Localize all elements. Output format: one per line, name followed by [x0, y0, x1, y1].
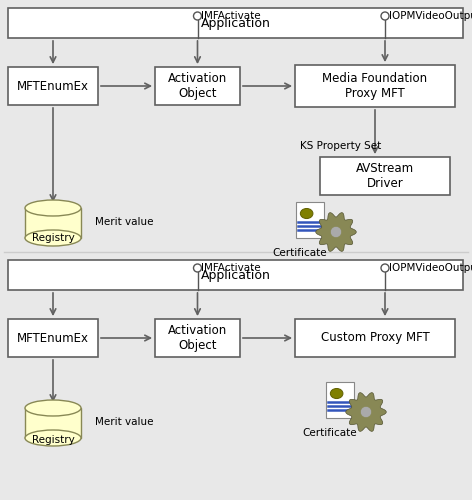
Bar — [155, 319, 240, 357]
Bar — [8, 260, 463, 290]
Text: Activation
Object: Activation Object — [168, 324, 227, 352]
Ellipse shape — [25, 430, 81, 446]
Bar — [8, 319, 98, 357]
Text: Registry: Registry — [32, 233, 75, 243]
Text: Merit value: Merit value — [95, 217, 153, 227]
Text: IOPMVideoOutput: IOPMVideoOutput — [389, 263, 472, 273]
Text: Certificate: Certificate — [303, 428, 357, 438]
Ellipse shape — [25, 200, 81, 216]
Ellipse shape — [194, 264, 202, 272]
Text: MFTEnumEx: MFTEnumEx — [17, 332, 89, 344]
Ellipse shape — [300, 208, 313, 218]
Text: Custom Proxy MFT: Custom Proxy MFT — [320, 332, 430, 344]
Ellipse shape — [330, 388, 343, 398]
Text: Application: Application — [201, 16, 270, 30]
FancyBboxPatch shape — [326, 382, 354, 418]
Ellipse shape — [330, 226, 342, 237]
Text: IOPMVideoOutput: IOPMVideoOutput — [389, 11, 472, 21]
Text: Application: Application — [201, 268, 270, 281]
FancyBboxPatch shape — [296, 202, 324, 238]
Bar — [25, 208, 81, 238]
Ellipse shape — [25, 400, 81, 416]
Text: AVStream
Driver: AVStream Driver — [356, 162, 414, 190]
Bar — [295, 319, 455, 357]
Text: Certificate: Certificate — [273, 248, 327, 258]
Text: Registry: Registry — [32, 435, 75, 445]
Bar — [155, 67, 240, 105]
Text: Merit value: Merit value — [95, 417, 153, 427]
Bar — [8, 67, 98, 105]
Text: IMFActivate: IMFActivate — [202, 11, 261, 21]
Ellipse shape — [381, 12, 389, 20]
Bar — [295, 65, 455, 107]
Text: IMFActivate: IMFActivate — [202, 263, 261, 273]
Bar — [8, 8, 463, 38]
Text: MFTEnumEx: MFTEnumEx — [17, 80, 89, 92]
Text: KS Property Set: KS Property Set — [300, 141, 381, 151]
Ellipse shape — [361, 406, 371, 418]
Text: Media Foundation
Proxy MFT: Media Foundation Proxy MFT — [322, 72, 428, 100]
Bar — [25, 408, 81, 438]
Polygon shape — [346, 392, 386, 432]
Text: Activation
Object: Activation Object — [168, 72, 227, 100]
Ellipse shape — [194, 12, 202, 20]
Polygon shape — [316, 212, 356, 252]
Bar — [320, 157, 450, 195]
Ellipse shape — [25, 230, 81, 246]
Ellipse shape — [381, 264, 389, 272]
